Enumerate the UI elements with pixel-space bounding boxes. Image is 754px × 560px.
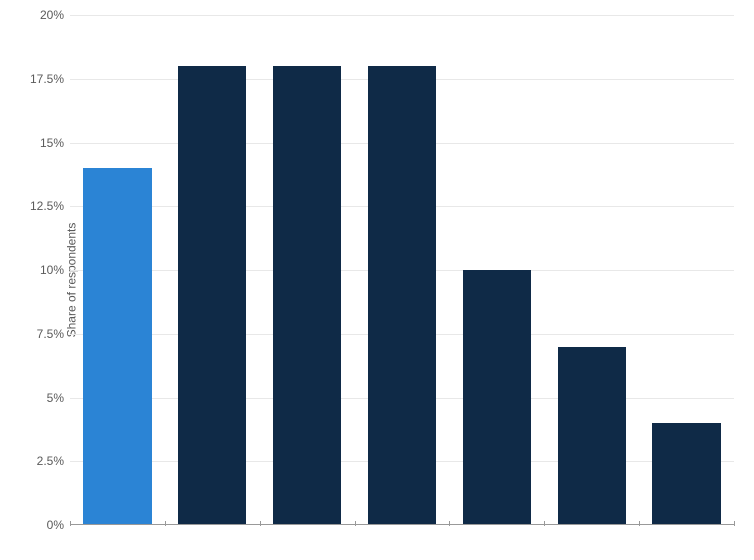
x-axis-line [70, 524, 734, 525]
bar [368, 66, 436, 525]
x-tick [165, 521, 166, 526]
bar [178, 66, 246, 525]
y-tick-label: 20% [40, 8, 64, 22]
bar-slot [639, 15, 734, 525]
bar [83, 168, 151, 525]
y-tick-label: 10% [40, 263, 64, 277]
bar [273, 66, 341, 525]
plot-area [70, 15, 734, 525]
bar-slot [165, 15, 260, 525]
bar-slot [70, 15, 165, 525]
y-tick-label: 17.5% [30, 72, 64, 86]
bars-group [70, 15, 734, 525]
y-tick-label: 2.5% [37, 454, 64, 468]
bar-chart: Share of respondents 0%2.5%5%7.5%10%12.5… [0, 0, 754, 560]
y-tick-label: 7.5% [37, 327, 64, 341]
x-tick [639, 521, 640, 526]
y-tick-label: 12.5% [30, 199, 64, 213]
x-tick [734, 521, 735, 526]
bar [652, 423, 720, 525]
bar [463, 270, 531, 525]
bar-slot [544, 15, 639, 525]
x-tick [70, 521, 71, 526]
bar-slot [260, 15, 355, 525]
y-tick-label: 15% [40, 136, 64, 150]
x-tick [544, 521, 545, 526]
bar [558, 347, 626, 526]
y-tick-label: 0% [47, 518, 64, 532]
bar-slot [449, 15, 544, 525]
y-tick-label: 5% [47, 391, 64, 405]
x-tick [260, 521, 261, 526]
x-tick [449, 521, 450, 526]
x-tick [355, 521, 356, 526]
bar-slot [355, 15, 450, 525]
